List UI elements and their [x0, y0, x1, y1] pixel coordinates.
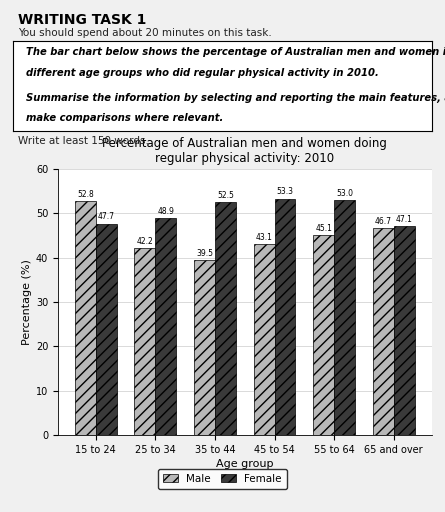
- Text: 48.9: 48.9: [158, 207, 174, 216]
- Text: 39.5: 39.5: [196, 249, 213, 258]
- Text: Write at least 150 words.: Write at least 150 words.: [18, 136, 149, 146]
- Text: WRITING TASK 1: WRITING TASK 1: [18, 13, 146, 27]
- Text: Summarise the information by selecting and reporting the main features, and: Summarise the information by selecting a…: [26, 93, 445, 103]
- Bar: [254, 244, 275, 435]
- Y-axis label: Percentage (%): Percentage (%): [22, 259, 32, 345]
- Bar: [394, 226, 415, 435]
- Text: make comparisons where relevant.: make comparisons where relevant.: [26, 113, 223, 123]
- Text: 53.3: 53.3: [276, 187, 294, 197]
- Bar: [194, 260, 215, 435]
- Text: 47.1: 47.1: [396, 215, 413, 224]
- Bar: [96, 224, 117, 435]
- Text: 42.2: 42.2: [137, 237, 153, 246]
- Text: 43.1: 43.1: [256, 233, 273, 242]
- Text: 53.0: 53.0: [336, 189, 353, 198]
- Text: You should spend about 20 minutes on this task.: You should spend about 20 minutes on thi…: [18, 28, 271, 38]
- Bar: [134, 248, 155, 435]
- Text: 52.5: 52.5: [217, 191, 234, 200]
- Bar: [75, 201, 96, 435]
- Bar: [155, 218, 176, 435]
- Title: Percentage of Australian men and women doing
regular physical activity: 2010: Percentage of Australian men and women d…: [102, 137, 387, 165]
- Legend: Male, Female: Male, Female: [158, 468, 287, 489]
- Text: 46.7: 46.7: [375, 217, 392, 226]
- Text: 47.7: 47.7: [97, 212, 115, 221]
- Text: 45.1: 45.1: [316, 224, 332, 233]
- Bar: [215, 202, 236, 435]
- Bar: [275, 199, 295, 435]
- Text: The bar chart below shows the percentage of Australian men and women in: The bar chart below shows the percentage…: [26, 47, 445, 57]
- X-axis label: Age group: Age group: [216, 459, 274, 469]
- Bar: [313, 235, 334, 435]
- Bar: [334, 200, 355, 435]
- Text: different age groups who did regular physical activity in 2010.: different age groups who did regular phy…: [26, 68, 379, 78]
- Text: 52.8: 52.8: [77, 189, 93, 199]
- Bar: [373, 228, 394, 435]
